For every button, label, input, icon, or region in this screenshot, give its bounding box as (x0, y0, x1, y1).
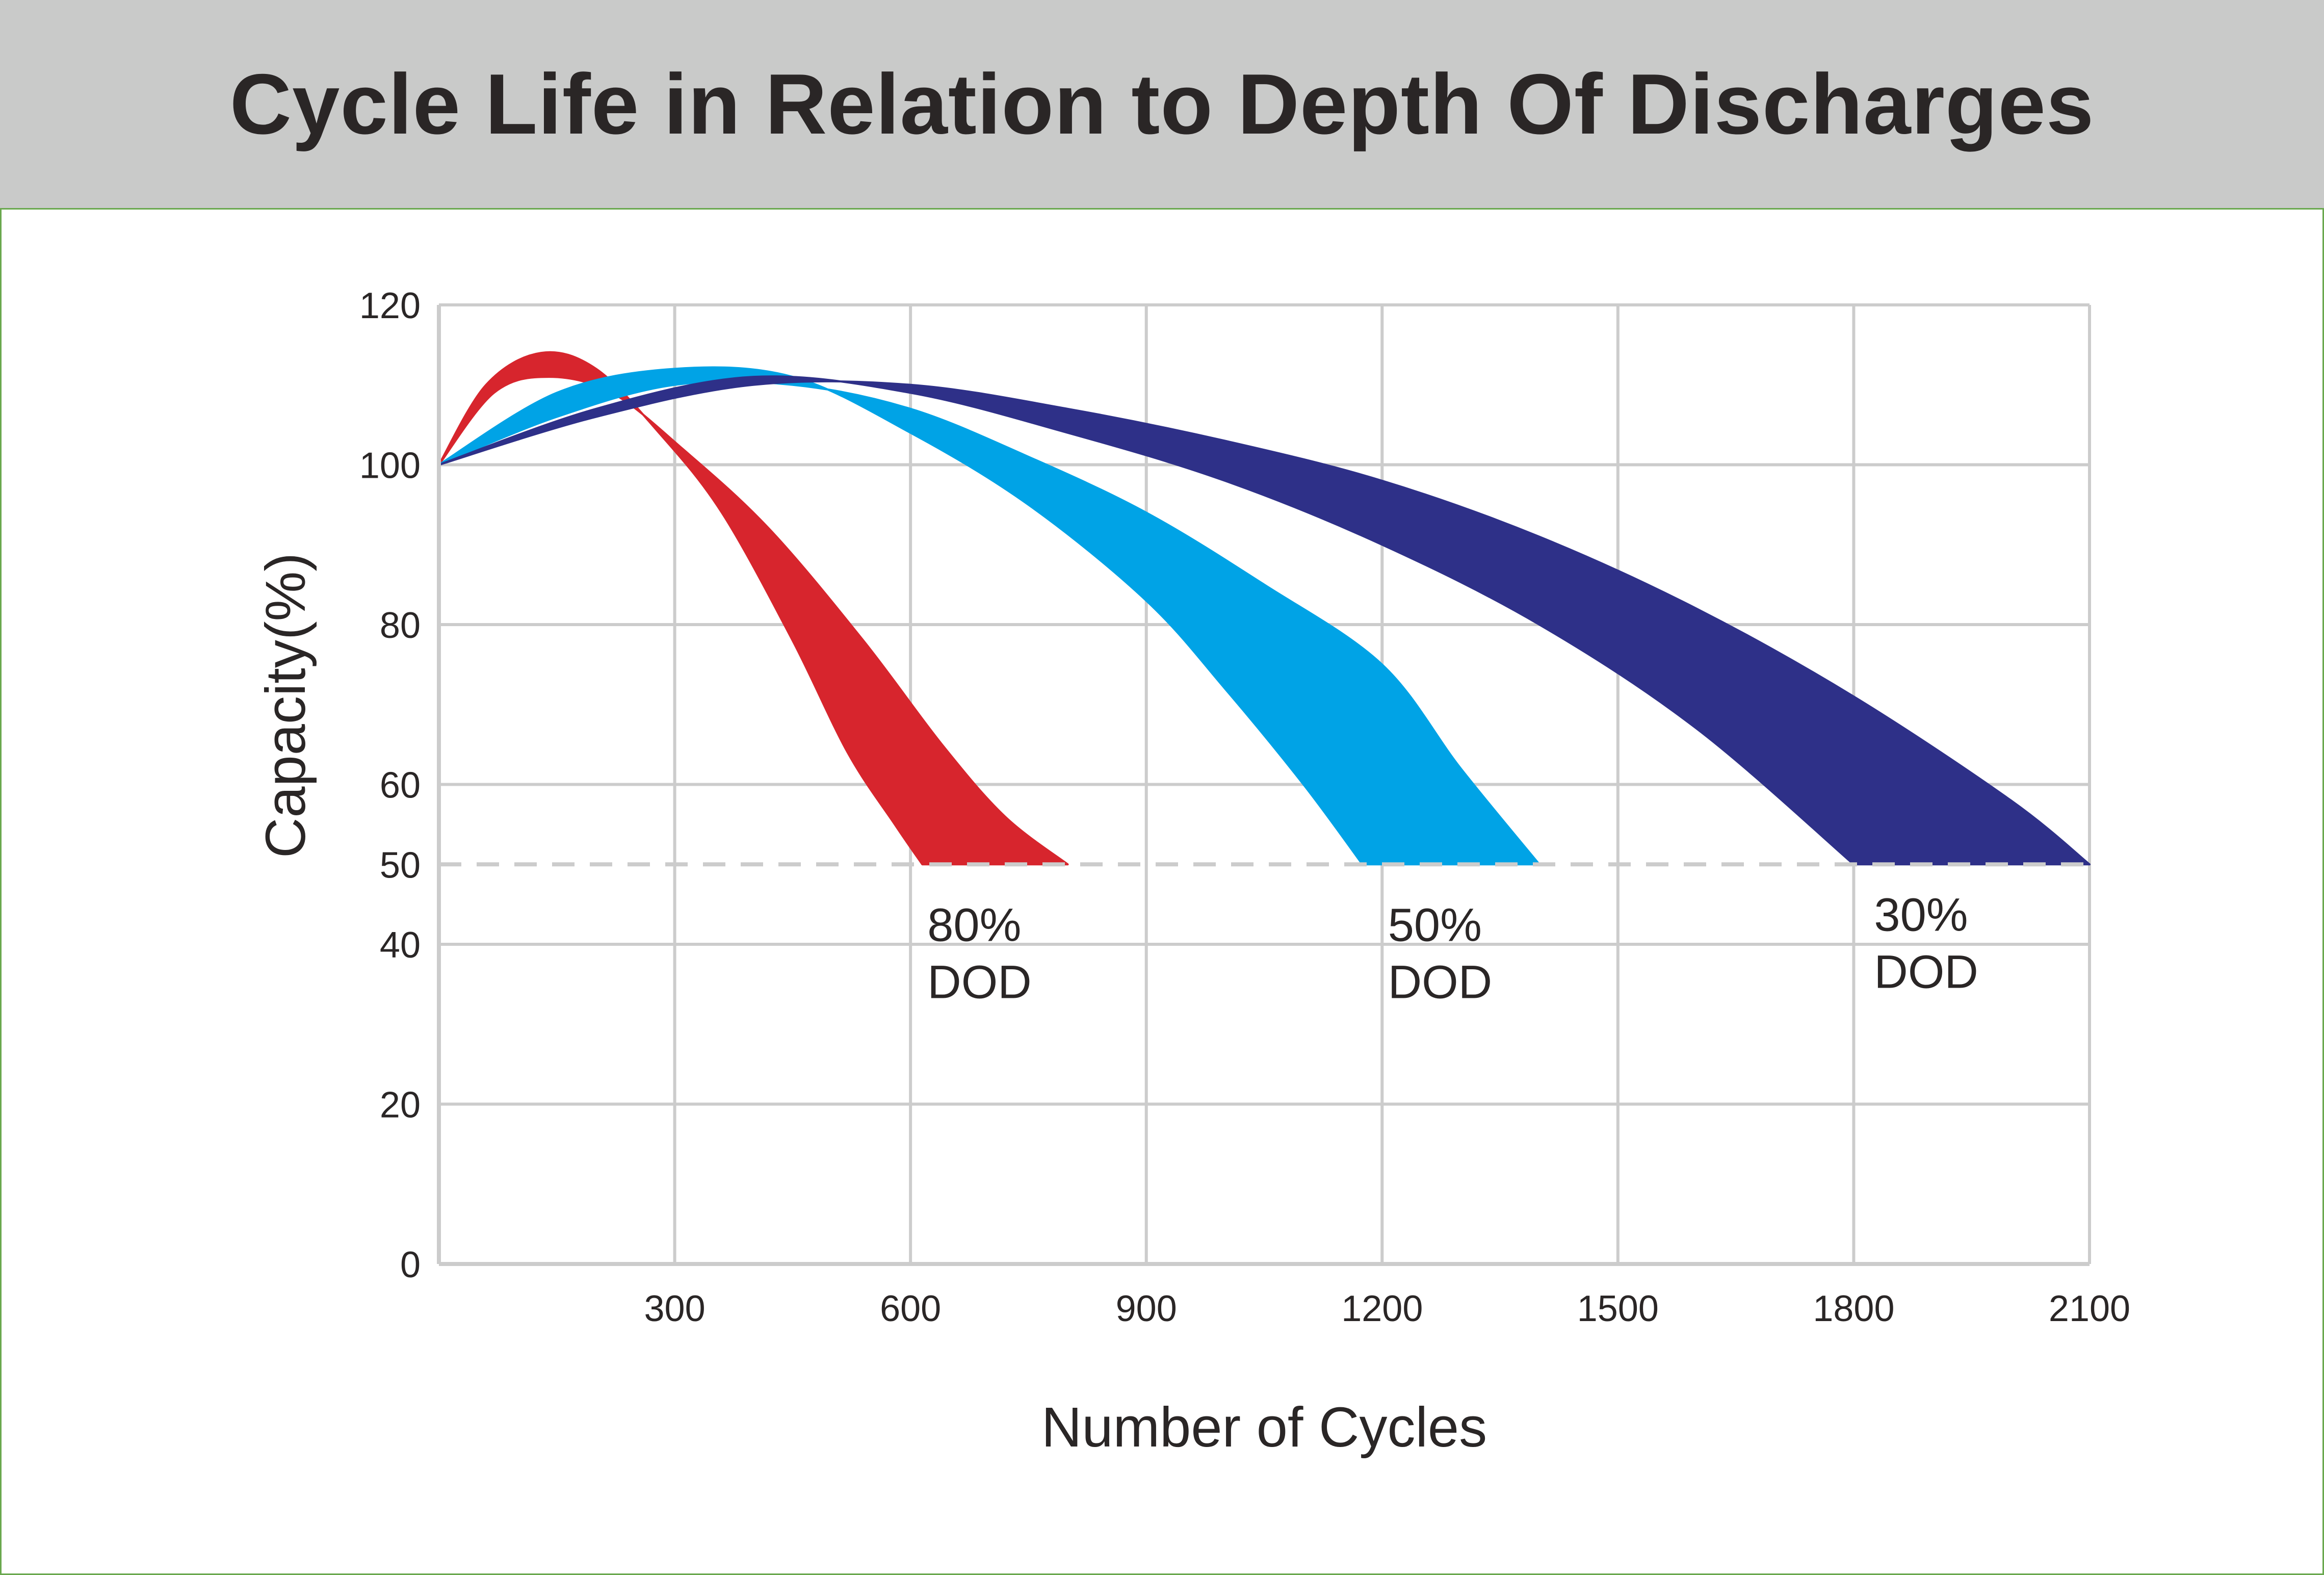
y-tick-label: 50 (380, 845, 421, 886)
y-tick-label: 20 (380, 1085, 421, 1126)
x-tick-label: 2100 (2049, 1288, 2130, 1329)
x-tick-label: 1500 (1577, 1288, 1659, 1329)
series-label: 80% (927, 899, 1021, 951)
y-tick-label: 0 (400, 1245, 421, 1285)
x-tick-label: 1800 (1813, 1288, 1894, 1329)
series-label: 30% (1874, 889, 1968, 941)
series-label: DOD (1874, 946, 1978, 998)
dod-cycle-life-chart: 300 600 900 1200 1500 1800 2100 0 20 40 50 60 80 100 1… (254, 286, 2130, 1459)
y-axis-title: Capacity(%) (254, 553, 317, 858)
series-label: DOD (927, 956, 1031, 1008)
x-tick-label: 1200 (1341, 1288, 1423, 1329)
chart-title-bar: Cycle Life in Relation to Depth Of Disch… (0, 0, 2324, 208)
capacity-bands (438, 351, 2091, 866)
y-tick-label: 80 (380, 605, 421, 646)
chart-frame: 300 600 900 1200 1500 1800 2100 0 20 40 50 60 80 100 1… (0, 208, 2324, 1575)
x-tick-label: 300 (644, 1288, 706, 1329)
x-axis-title: Number of Cycles (1041, 1396, 1487, 1459)
chart-title: Cycle Life in Relation to Depth Of Disch… (229, 56, 2095, 152)
series-label: DOD (1388, 956, 1492, 1008)
band-50pct-dod (438, 366, 1540, 866)
band-30pct-dod (438, 375, 2091, 866)
y-tick-label: 60 (380, 765, 421, 806)
y-tick-label: 40 (380, 925, 421, 966)
series-label: 50% (1388, 899, 1482, 951)
y-tick-label: 120 (359, 286, 421, 326)
y-tick-label: 100 (359, 446, 421, 486)
axes: 300 600 900 1200 1500 1800 2100 0 20 40 50 60 80 100 1… (254, 286, 2130, 1459)
x-tick-label: 600 (880, 1288, 941, 1329)
x-tick-label: 900 (1116, 1288, 1177, 1329)
